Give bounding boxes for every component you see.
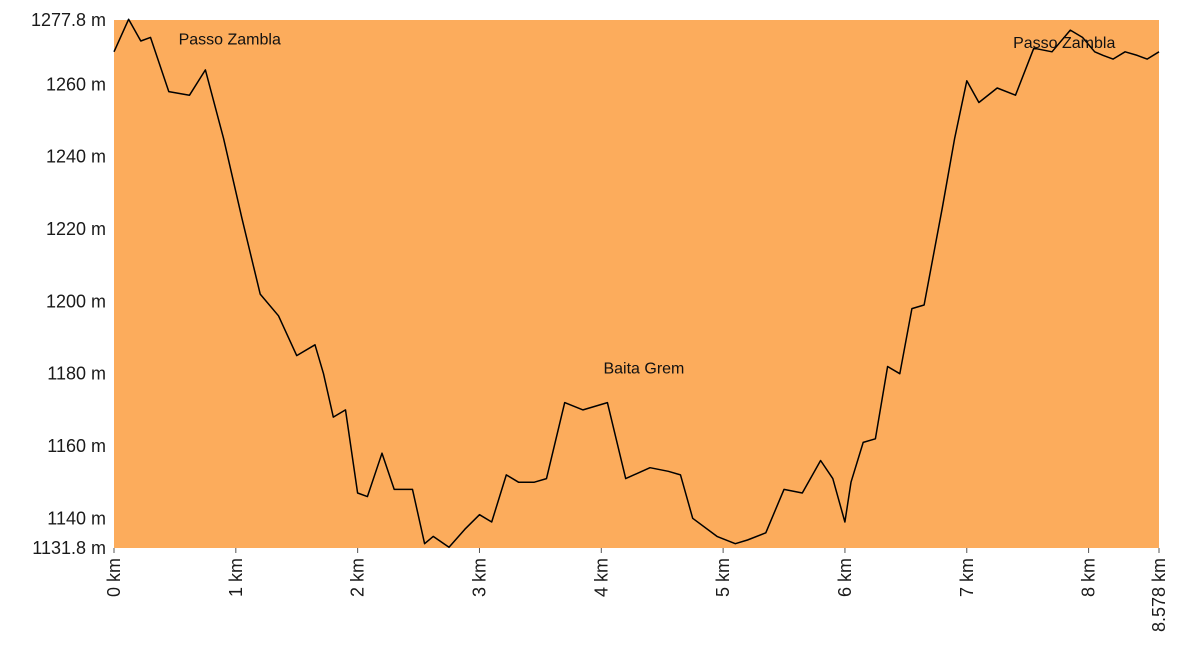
- x-tick-label: 3 km: [469, 558, 489, 597]
- elevation-line: [113, 18, 1160, 549]
- annotation-label: Passo Zambla: [1013, 35, 1115, 52]
- annotation-label: Baita Grem: [603, 361, 684, 378]
- y-tick-label: 1200 m: [46, 291, 106, 311]
- x-axis-ticks: 0 km 1 km 2 km 3 km 4 km 5 km 6 km 7 km 8 km 8.57…: [104, 548, 1169, 632]
- y-tick-label: 1260 m: [46, 74, 106, 94]
- x-tick-label: 5 km: [713, 558, 733, 597]
- x-tick-label: 8 km: [1079, 558, 1099, 597]
- y-tick-label: 1131.8 m: [32, 538, 106, 558]
- y-axis-ticks: 1131.8 m 1140 m 1160 m 1180 m 1200 m 1220 m 12…: [31, 10, 106, 558]
- y-tick-label: 1220 m: [46, 219, 106, 239]
- y-tick-label: 1240 m: [46, 147, 106, 167]
- annotation-label: Passo Zambla: [179, 32, 281, 49]
- x-tick-label: 8.578 km: [1149, 558, 1169, 632]
- x-tick-label: 1 km: [226, 558, 246, 597]
- chart-annotations: Passo Zambla Baita Grem Passo Zambla: [179, 32, 1116, 378]
- y-tick-label: 1160 m: [47, 436, 106, 456]
- x-tick-label: 4 km: [591, 558, 611, 597]
- y-tick-label: 1140 m: [47, 508, 106, 528]
- elevation-area: [114, 19, 1159, 549]
- x-tick-label: 0 km: [104, 558, 124, 597]
- x-tick-label: 6 km: [835, 558, 855, 597]
- y-tick-label: 1180 m: [47, 364, 106, 384]
- x-tick-label: 2 km: [348, 558, 368, 597]
- y-tick-label: 1277.8 m: [31, 10, 106, 30]
- x-tick-label: 7 km: [957, 558, 977, 597]
